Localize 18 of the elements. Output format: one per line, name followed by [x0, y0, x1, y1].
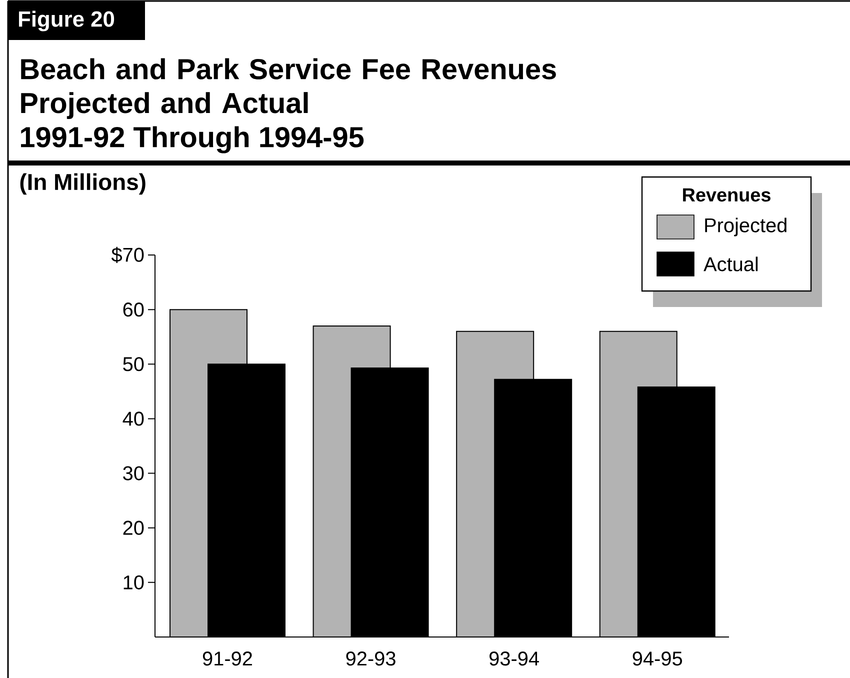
- y-tick-label: 20: [123, 520, 144, 535]
- legend-title: Revenues: [683, 188, 770, 202]
- chart-subtitle: 1991-92 Through 1994-95: [21, 126, 364, 154]
- y-tick-label: 50: [123, 357, 144, 372]
- legend-label: Projected: [705, 218, 786, 236]
- legend-label: Actual: [704, 256, 758, 272]
- y-tick-label: 40: [122, 412, 144, 426]
- x-tick-label: 93-94: [490, 652, 539, 666]
- x-tick-label: 92-93: [346, 652, 396, 666]
- caption: Figure 20: [18, 10, 114, 32]
- chart-title: Beach and Park Service Fee Revenues Projected and Actual: [21, 58, 556, 119]
- y-tick-label: 30: [123, 466, 144, 480]
- y-tick-label: $70: [111, 246, 144, 264]
- y-tick-label: 10: [124, 575, 144, 590]
- y-tick-label: 60: [123, 302, 144, 317]
- x-tick-label: 91-92: [202, 652, 252, 666]
- text: (In Millions): [20, 173, 146, 195]
- x-tick-label: 94-95: [632, 652, 682, 666]
